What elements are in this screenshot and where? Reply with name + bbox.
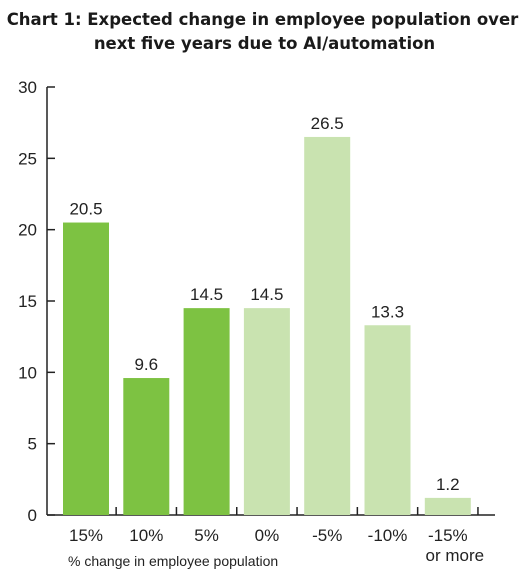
x-tick-label-line: -15% xyxy=(428,526,468,545)
x-tick-label-line: 10% xyxy=(129,526,163,545)
bar xyxy=(364,325,411,515)
bar xyxy=(424,497,471,515)
data-label: 26.5 xyxy=(311,114,344,133)
x-tick-label-line: -10% xyxy=(368,526,408,545)
y-tick-label: 20 xyxy=(18,221,37,240)
y-tick-label: 10 xyxy=(18,363,37,382)
x-tick-label: 10% xyxy=(129,526,163,545)
chart-title-line-1: Chart 1: Expected change in employee pop… xyxy=(6,10,519,29)
data-label: 1.2 xyxy=(436,475,460,494)
data-label: 9.6 xyxy=(134,355,158,374)
y-tick-label: 15 xyxy=(18,292,37,311)
bar xyxy=(304,136,351,515)
x-tick-label-line: -5% xyxy=(312,526,342,545)
x-tick-label-line: 15% xyxy=(69,526,103,545)
x-tick-label: -15% or more xyxy=(426,526,485,565)
bar xyxy=(183,308,230,515)
x-axis-title: % change in employee population xyxy=(68,553,279,569)
x-tick-label-line: 0% xyxy=(255,526,280,545)
y-tick-label: 5 xyxy=(28,435,37,454)
chart-title-line-2: next five years due to AI/automation xyxy=(93,34,436,53)
x-tick-label: 0% xyxy=(255,526,280,545)
x-tick-label-line: 5% xyxy=(194,526,219,545)
bars xyxy=(63,136,471,516)
data-label: 13.3 xyxy=(371,302,404,321)
x-tick-labels: 15% 10% 5% 0% -5% -10% -15% or more xyxy=(69,526,484,565)
y-tick-label: 25 xyxy=(18,149,37,168)
y-tick-label: 30 xyxy=(18,78,37,97)
x-tick-label: -10% xyxy=(368,526,408,545)
x-tick-label: -5% xyxy=(312,526,342,545)
data-label: 14.5 xyxy=(190,285,223,304)
data-label: 14.5 xyxy=(250,285,283,304)
bar xyxy=(123,378,170,515)
x-tick-label: 5% xyxy=(194,526,219,545)
y-tick-labels: 0 5 10 15 20 25 30 xyxy=(18,78,37,525)
data-labels: 20.5 9.6 14.5 14.5 26.5 13.3 1.2 xyxy=(69,114,459,494)
chart-title: Chart 1: Expected change in employee pop… xyxy=(0,8,525,56)
y-tick-label: 0 xyxy=(28,506,37,525)
x-tick-label: 15% xyxy=(69,526,103,545)
x-tick-label-line: or more xyxy=(426,546,485,565)
bar xyxy=(243,308,290,515)
data-label: 20.5 xyxy=(69,200,102,219)
bar xyxy=(63,222,109,516)
